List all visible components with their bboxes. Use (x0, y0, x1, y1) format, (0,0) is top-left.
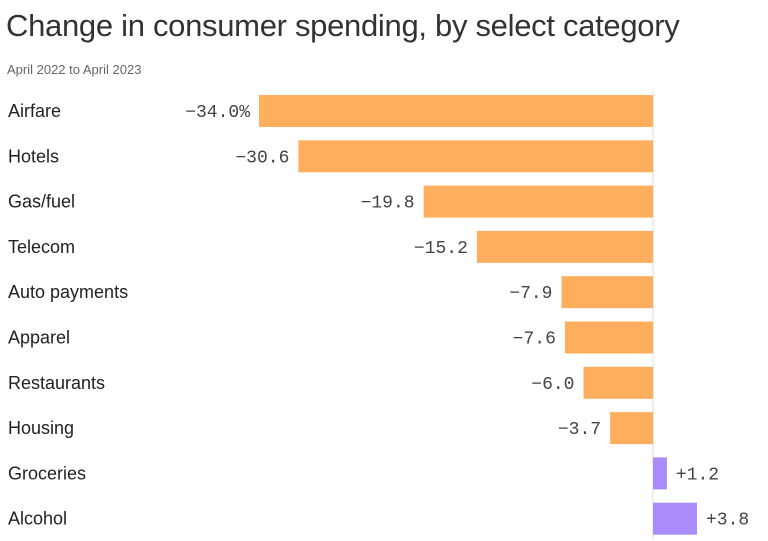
category-label: Restaurants (8, 373, 105, 393)
bar (653, 457, 667, 490)
category-label: Apparel (8, 328, 70, 348)
category-label: Groceries (8, 463, 86, 483)
category-label: Auto payments (8, 282, 128, 302)
category-label: Alcohol (8, 509, 67, 529)
value-label: −34.0% (185, 103, 250, 123)
bar (583, 366, 653, 399)
bar (476, 230, 653, 263)
bar (423, 185, 653, 218)
value-label: +1.2 (676, 465, 719, 485)
bar (298, 140, 653, 173)
value-label: −6.0 (531, 375, 574, 395)
bar (564, 321, 653, 354)
category-label: Gas/fuel (8, 192, 75, 212)
value-label: −30.6 (235, 148, 289, 168)
value-label: −7.6 (513, 330, 556, 350)
category-label: Telecom (8, 237, 75, 257)
bar (259, 95, 653, 127)
category-label: Airfare (8, 101, 61, 121)
chart-title: Change in consumer spending, by select c… (6, 8, 680, 43)
value-label: −15.2 (414, 239, 468, 259)
chart-subtitle: April 2022 to April 2023 (7, 62, 142, 77)
category-label: Hotels (8, 146, 59, 166)
value-label: −3.7 (558, 420, 601, 440)
bar (653, 502, 697, 535)
value-label: +3.8 (706, 511, 749, 531)
bar (561, 276, 653, 309)
value-label: −19.8 (361, 194, 415, 214)
bar (610, 412, 653, 445)
value-label: −7.9 (509, 284, 552, 304)
category-label: Housing (8, 418, 74, 438)
